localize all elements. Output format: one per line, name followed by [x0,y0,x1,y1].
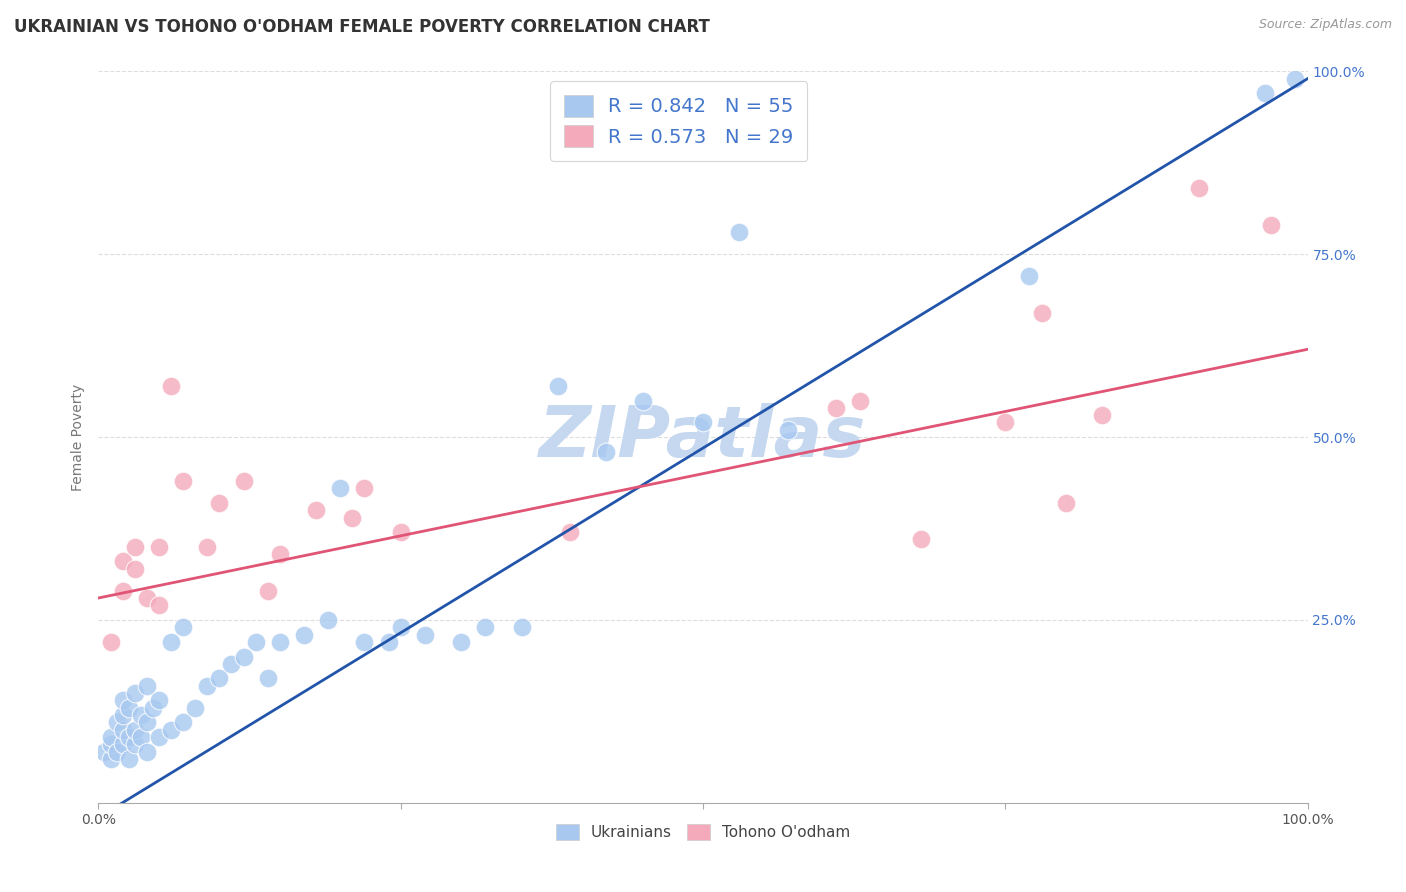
Point [118,700,141,714]
Point [849,393,872,408]
Point [129,708,152,723]
Point [1284,71,1306,86]
Point [124,562,146,576]
Point [728,225,751,239]
Point [825,401,848,415]
Y-axis label: Female Poverty: Female Poverty [72,384,86,491]
Legend: Ukrainians, Tohono O'odham: Ukrainians, Tohono O'odham [550,818,856,847]
Point [124,737,146,751]
Point [558,525,581,540]
Point [135,591,157,605]
Point [100,635,122,649]
Point [389,525,412,540]
Point [148,599,170,613]
Point [105,745,128,759]
Point [172,474,194,488]
Point [245,635,267,649]
Point [195,540,218,554]
Point [1031,306,1053,320]
Point [1054,496,1077,510]
Point [1091,408,1114,422]
Point [111,737,134,751]
Point [316,613,339,627]
Point [184,700,207,714]
Point [776,423,799,437]
Point [172,715,194,730]
Point [353,635,375,649]
Point [269,635,291,649]
Point [100,730,122,744]
Point [135,715,157,730]
Point [124,540,146,554]
Point [160,379,183,393]
Point [256,672,278,686]
Text: UKRAINIAN VS TOHONO O'ODHAM FEMALE POVERTY CORRELATION CHART: UKRAINIAN VS TOHONO O'ODHAM FEMALE POVER… [14,18,710,36]
Point [269,547,291,561]
Point [547,379,569,393]
Point [631,393,654,408]
Point [1260,218,1282,232]
Point [148,730,170,744]
Point [1018,269,1040,284]
Text: Source: ZipAtlas.com: Source: ZipAtlas.com [1258,18,1392,31]
Point [208,672,231,686]
Point [111,723,134,737]
Point [256,583,278,598]
Point [221,657,243,671]
Point [413,627,436,641]
Point [595,444,617,458]
Point [160,635,183,649]
Point [329,481,352,495]
Point [111,554,134,568]
Point [474,620,496,634]
Point [994,416,1017,430]
Point [377,635,399,649]
Point [195,679,218,693]
Point [389,620,412,634]
Point [232,649,254,664]
Point [129,730,152,744]
Point [111,708,134,723]
Point [353,481,375,495]
Point [111,693,134,707]
Point [232,474,254,488]
Point [118,752,141,766]
Point [142,700,165,714]
Point [148,693,170,707]
Point [1254,87,1277,101]
Point [160,723,183,737]
Point [93,745,115,759]
Point [692,416,714,430]
Point [124,723,146,737]
Point [1188,181,1211,195]
Point [124,686,146,700]
Point [100,737,122,751]
Point [450,635,472,649]
Point [118,730,141,744]
Text: ZIPatlas: ZIPatlas [540,402,866,472]
Point [100,752,122,766]
Point [342,510,364,524]
Point [305,503,328,517]
Point [910,533,932,547]
Point [148,540,170,554]
Point [172,620,194,634]
Point [135,745,157,759]
Point [208,496,231,510]
Point [510,620,533,634]
Point [292,627,315,641]
Point [111,583,134,598]
Point [135,679,157,693]
Point [105,715,128,730]
